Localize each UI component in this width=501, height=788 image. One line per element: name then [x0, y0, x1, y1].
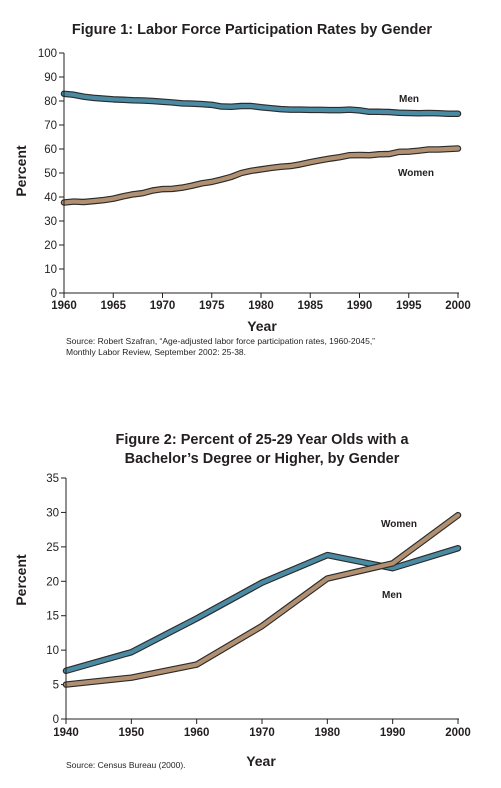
x-tick-label: 1990 [347, 300, 373, 312]
figure-2-title-line-1: Figure 2: Percent of 25-29 Year Olds wit… [115, 432, 409, 448]
figure-1-women-label: Women [398, 168, 434, 179]
y-tick-label: 70 [44, 120, 57, 132]
y-tick-label: 0 [53, 714, 59, 726]
series-men-line [61, 91, 461, 116]
x-tick-label: 2000 [445, 727, 471, 739]
figure-2-y-axis-label: Percent [13, 554, 29, 606]
x-tick-label: 1980 [315, 727, 341, 739]
x-tick-label: 1960 [51, 300, 77, 312]
y-tick-label: 5 [53, 680, 59, 692]
y-tick-label: 0 [51, 288, 57, 300]
figure-2-women-label: Women [381, 519, 417, 530]
figure-1-x-axis-label: Year [247, 318, 277, 334]
x-tick-label: 1970 [150, 300, 176, 312]
x-tick-label: 1970 [249, 727, 275, 739]
y-tick-label: 30 [46, 507, 59, 519]
y-tick-label: 25 [46, 542, 59, 554]
x-tick-label: 1940 [53, 727, 79, 739]
y-tick-label: 50 [44, 168, 57, 180]
figure-2-source-line: Source: Census Bureau (2000). [66, 760, 186, 770]
figure-1-y-axis-label: Percent [13, 145, 29, 197]
figure-2-title-line-2: Bachelor’s Degree or Higher, by Gender [125, 451, 400, 467]
y-tick-label: 100 [38, 48, 57, 60]
x-tick-label: 1965 [100, 300, 126, 312]
y-tick-label: 80 [44, 96, 57, 108]
y-tick-label: 20 [46, 576, 59, 588]
series-women-line [63, 513, 461, 687]
series-men-line [63, 546, 461, 673]
figure-1-chart: Figure 1: Labor Force Participation Rate… [13, 22, 471, 357]
y-tick-label: 90 [44, 72, 57, 84]
x-tick-label: 1995 [396, 300, 422, 312]
figure-2-x-axis-label: Year [246, 753, 276, 769]
y-tick-label: 20 [44, 240, 57, 252]
figure-1-men-label: Men [399, 94, 419, 105]
x-tick-label: 1980 [248, 300, 274, 312]
x-tick-label: 1990 [380, 727, 406, 739]
figure-2-chart: Figure 2: Percent of 25-29 Year Olds wit… [13, 432, 471, 770]
figure-1-y-axis: 0 10 20 30 40 50 60 70 80 90 100 [38, 48, 64, 300]
series-women-line [61, 146, 461, 205]
figure-2-y-axis: 0 5 10 15 20 25 30 35 [46, 473, 66, 726]
y-tick-label: 60 [44, 144, 57, 156]
figure-1-series [60, 90, 462, 206]
y-tick-label: 30 [44, 216, 57, 228]
figure-2-series [62, 511, 462, 688]
y-tick-label: 15 [46, 611, 59, 623]
figure-2-x-axis: 1940 1950 1960 1970 1980 1990 2000 [53, 719, 471, 739]
figure-1-source-line-2: Monthly Labor Review, September 2002: 25… [66, 347, 246, 357]
figure-1-x-axis: 1960 1965 1970 1975 1980 1985 1990 1995 2000 [51, 293, 471, 312]
x-tick-label: 1960 [184, 727, 210, 739]
x-tick-label: 1975 [199, 300, 225, 312]
y-tick-label: 10 [46, 645, 59, 657]
figure-1-title: Figure 1: Labor Force Participation Rate… [72, 22, 433, 38]
y-tick-label: 35 [46, 473, 59, 485]
x-tick-label: 1950 [119, 727, 145, 739]
x-tick-label: 1985 [297, 300, 323, 312]
figure-1-source-line-1: Source: Robert Szafran, “Age-adjusted la… [66, 336, 375, 346]
x-tick-label: 2000 [445, 300, 471, 312]
figure-2-men-label: Men [382, 590, 402, 601]
y-tick-label: 10 [44, 264, 57, 276]
y-tick-label: 40 [44, 192, 57, 204]
